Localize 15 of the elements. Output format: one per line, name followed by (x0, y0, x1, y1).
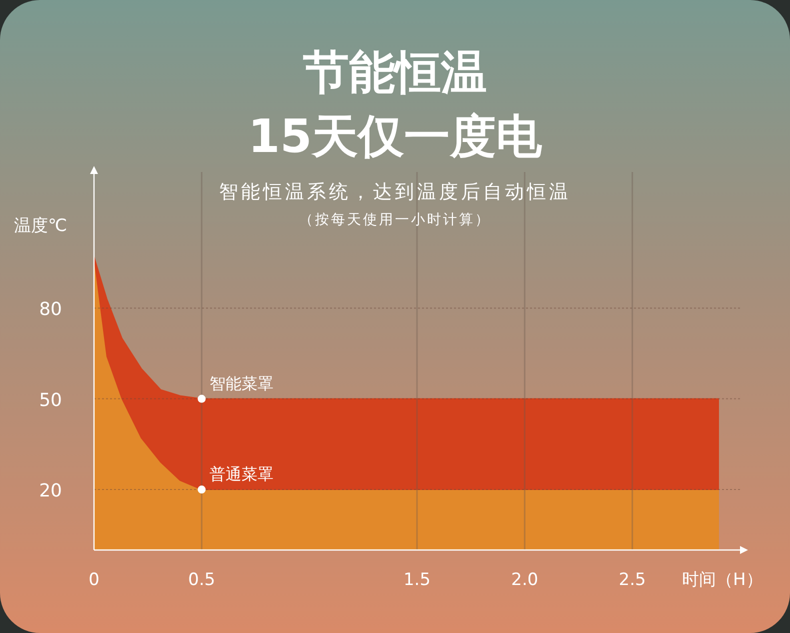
annotation: 智能菜罩 (210, 374, 274, 393)
x-axis-title: 时间（H） (682, 570, 763, 590)
x-tick-label: 2.5 (618, 570, 646, 590)
x-tick-label: 0.5 (188, 570, 216, 590)
text: 智能恒温系统，达到温度后自动恒温 (219, 181, 571, 203)
y-tick-label: 20 (39, 480, 62, 502)
x-tick-label: 2.0 (511, 570, 538, 590)
y-tick-label: 50 (39, 390, 62, 411)
y-tick-label: 80 (39, 299, 62, 320)
y-axis-title: 温度℃ (14, 216, 68, 236)
annotation: 普通菜罩 (210, 464, 274, 484)
x-tick-label: 1.5 (403, 570, 431, 590)
x-tick-label: 0 (88, 570, 100, 590)
annotation: （按每天使用一小时计算） (299, 212, 491, 228)
chart-title: 节能恒温 15天仅一度电 (248, 45, 544, 163)
